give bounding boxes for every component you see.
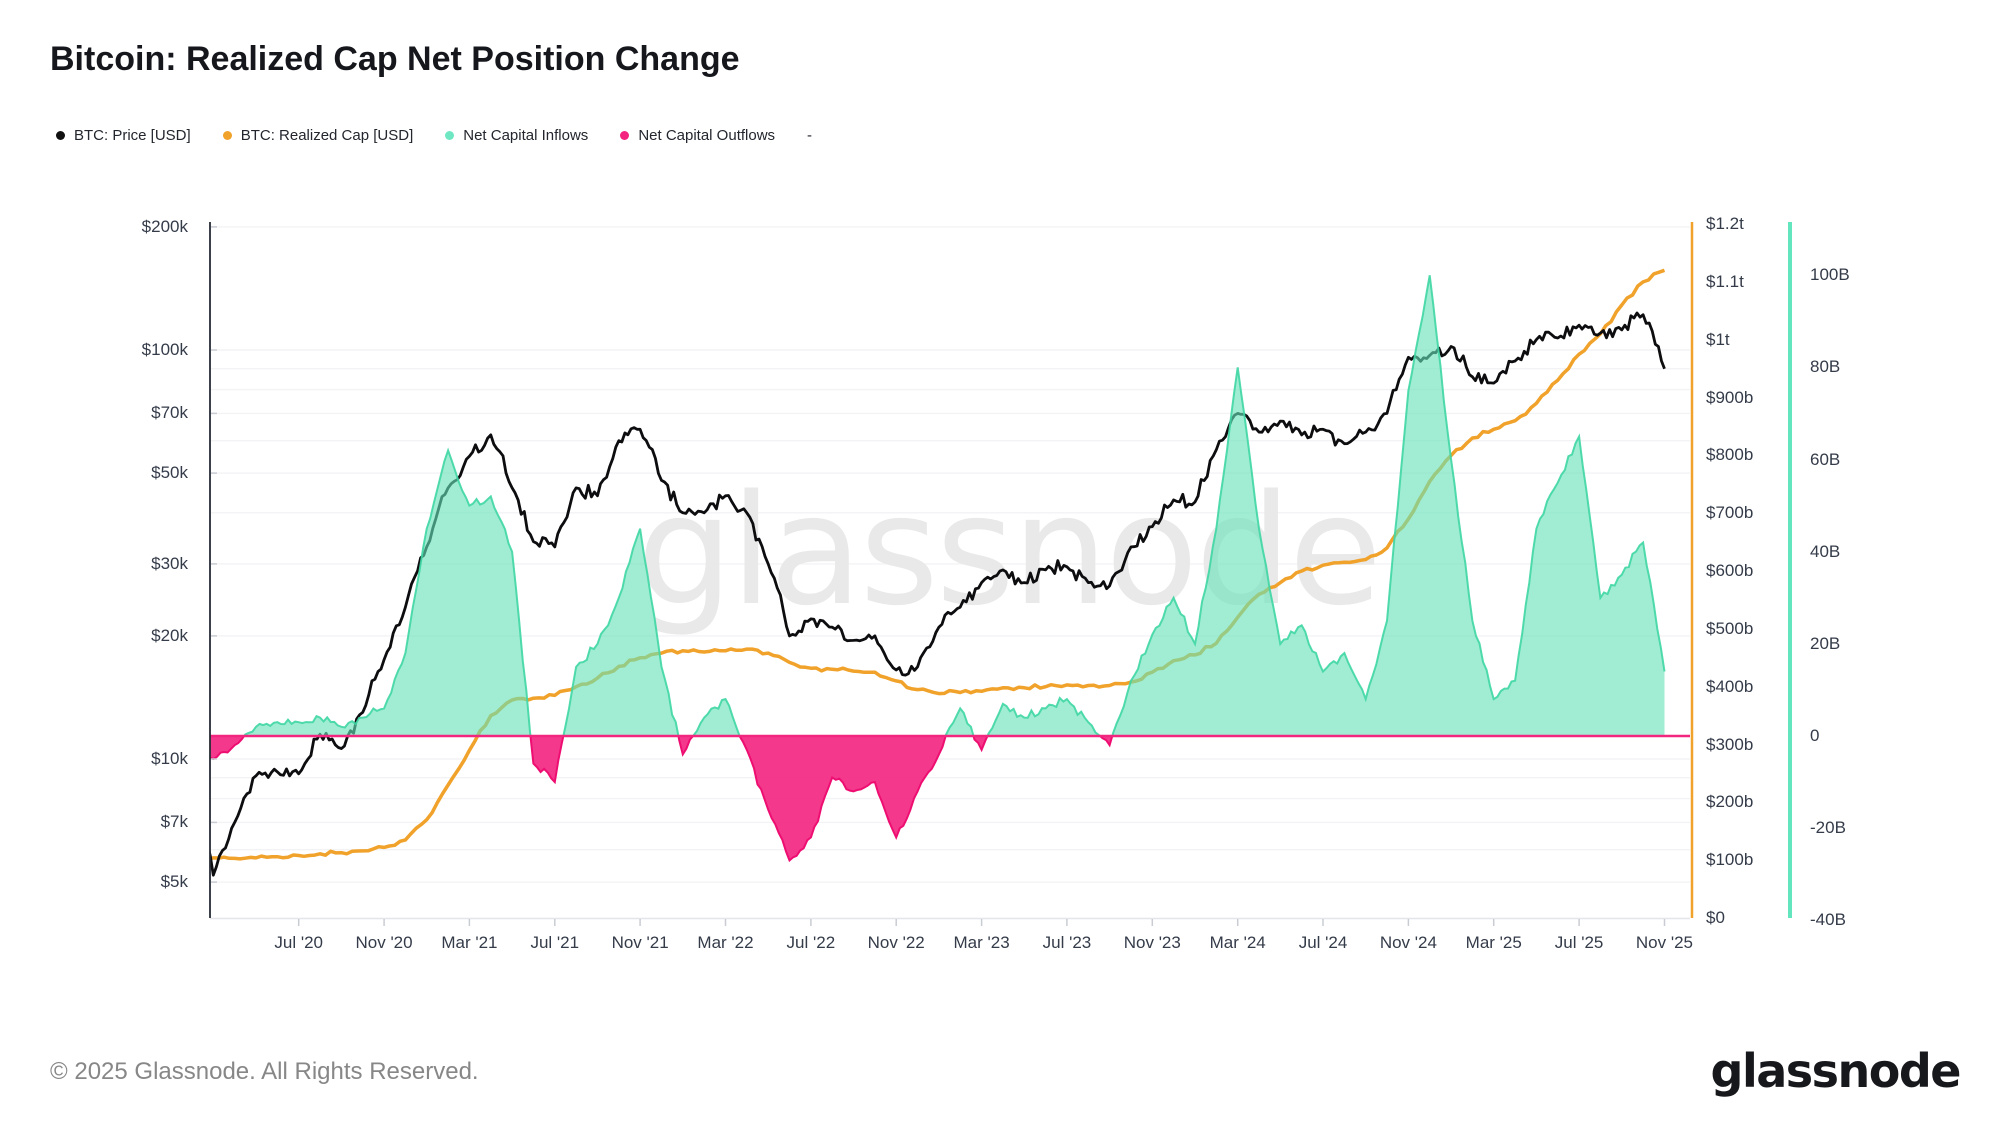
legend-item[interactable]: Net Capital Inflows [445, 127, 588, 144]
realized-cap-axis-label: $1t [1706, 329, 1730, 349]
x-axis-label: Jul '25 [1554, 933, 1604, 952]
legend-item-label: BTC: Price [USD] [74, 127, 191, 144]
x-axis-label: Nov '25 [1635, 933, 1693, 952]
realized-cap-axis-label: $800b [1706, 445, 1754, 465]
x-axis-label: Nov '23 [1123, 933, 1181, 952]
flow-axis-label: 80B [1810, 357, 1841, 377]
x-axis-label: Nov '24 [1379, 933, 1437, 952]
page-title: Bitcoin: Realized Cap Net Position Chang… [50, 40, 740, 78]
x-axis-label: Mar '24 [1209, 933, 1266, 952]
legend-item[interactable]: - [807, 127, 812, 144]
realized-cap-axis-label: $100b [1706, 850, 1754, 870]
legend-item-label: BTC: Realized Cap [USD] [240, 127, 414, 144]
x-axis-label: Jul '22 [786, 933, 836, 952]
price-axis-label: $200k [141, 216, 188, 236]
x-axis-label: Jul '24 [1298, 933, 1348, 952]
price-axis-label: $5k [160, 872, 188, 892]
x-axis-label: Mar '25 [1465, 933, 1522, 952]
axis-lines [209, 222, 1792, 926]
legend-item[interactable]: Net Capital Outflows [620, 127, 775, 144]
x-axis-label: Jul '23 [1042, 933, 1092, 952]
x-axis-label: Nov '20 [355, 933, 413, 952]
realized-cap-axis-label: $0 [1706, 908, 1725, 927]
chart-legend: BTC: Price [USD] BTC: Realized Cap [USD] N… [56, 127, 812, 144]
legend-item-label: Net Capital Outflows [638, 127, 776, 144]
realized-cap-axis-label: $200b [1706, 792, 1754, 812]
x-axis-label: Mar '22 [697, 933, 754, 952]
x-axis-label: Mar '21 [441, 933, 498, 952]
flow-axis-label: 20B [1810, 633, 1841, 653]
price-axis-label: $20k [151, 625, 188, 645]
realized-cap-axis-label: $700b [1706, 503, 1754, 523]
price-axis-label: $10k [151, 749, 188, 768]
legend-item-label: Net Capital Inflows [463, 127, 589, 144]
glassnode-logo: glassnode [1710, 1044, 1962, 1098]
x-axis-label: Nov '22 [867, 933, 925, 952]
flow-axis-label: -20B [1810, 818, 1846, 838]
realized-cap-axis-label: $400b [1706, 676, 1754, 696]
data-series [210, 268, 1690, 877]
flow-axis-label: -40B [1810, 910, 1846, 930]
realized-cap-axis-label: $1.2t [1706, 214, 1744, 234]
realized-cap-axis-label: $300b [1706, 734, 1754, 754]
x-axis-label: Nov '21 [611, 933, 669, 952]
realized-cap-axis-label: $900b [1706, 387, 1754, 407]
flow-axis-label: 100B [1810, 265, 1850, 285]
legend-item[interactable]: BTC: Price [USD] [56, 127, 191, 144]
flow-axis-label: 40B [1810, 541, 1841, 561]
copyright-text: © 2025 Glassnode. All Rights Reserved. [50, 1058, 479, 1085]
x-axis-label: Jul '21 [530, 933, 580, 952]
flow-axis-label: 60B [1810, 449, 1841, 469]
legend-item[interactable]: BTC: Realized Cap [USD] [222, 127, 414, 144]
legend-dot-icon [222, 131, 232, 140]
price-axis-label: $30k [151, 553, 188, 573]
realized-cap-axis-label: $600b [1706, 561, 1754, 581]
price-axis-label: $70k [151, 403, 188, 423]
flow-axis-label: 0 [1810, 726, 1820, 745]
price-axis-label: $100k [141, 340, 188, 359]
x-axis-label: Mar '23 [953, 933, 1010, 952]
realized-cap-axis-label: $1.1t [1706, 271, 1744, 291]
legend-item-label: - [807, 127, 813, 144]
legend-dot-icon [445, 131, 455, 140]
price-axis-label: $50k [151, 463, 188, 483]
realized-cap-axis-label: $500b [1706, 618, 1754, 638]
price-axis-label: $7k [160, 812, 188, 832]
legend-dot-icon [56, 131, 65, 140]
x-axis-label: Jul '20 [274, 933, 323, 952]
legend-dot-icon [620, 131, 630, 140]
